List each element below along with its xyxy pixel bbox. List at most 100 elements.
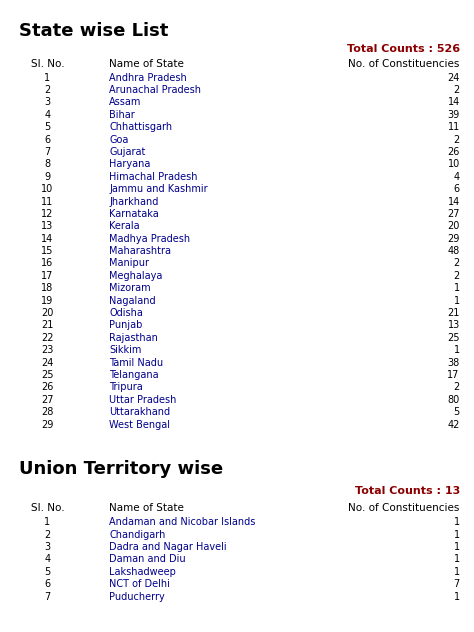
Text: Odisha: Odisha bbox=[109, 308, 143, 318]
Text: 13: 13 bbox=[41, 221, 54, 231]
Text: State wise List: State wise List bbox=[19, 22, 168, 40]
Text: 23: 23 bbox=[41, 345, 54, 355]
Text: 24: 24 bbox=[41, 358, 54, 368]
Text: Chandigarh: Chandigarh bbox=[109, 530, 165, 540]
Text: 13: 13 bbox=[447, 320, 460, 331]
Text: 28: 28 bbox=[41, 407, 54, 417]
Text: Tamil Nadu: Tamil Nadu bbox=[109, 358, 163, 368]
Text: 1: 1 bbox=[454, 592, 460, 602]
Text: 7: 7 bbox=[454, 579, 460, 589]
Text: 2: 2 bbox=[454, 258, 460, 269]
Text: Assam: Assam bbox=[109, 97, 141, 107]
Text: Gujarat: Gujarat bbox=[109, 147, 146, 157]
Text: 42: 42 bbox=[447, 420, 460, 430]
Text: 5: 5 bbox=[454, 407, 460, 417]
Text: 18: 18 bbox=[41, 283, 54, 293]
Text: Uttarakhand: Uttarakhand bbox=[109, 407, 170, 417]
Text: 6: 6 bbox=[45, 135, 50, 145]
Text: 5: 5 bbox=[44, 122, 51, 132]
Text: Punjab: Punjab bbox=[109, 320, 142, 331]
Text: 16: 16 bbox=[41, 258, 54, 269]
Text: Puducherry: Puducherry bbox=[109, 592, 165, 602]
Text: Mizoram: Mizoram bbox=[109, 283, 151, 293]
Text: 20: 20 bbox=[447, 221, 460, 231]
Text: 6: 6 bbox=[45, 579, 50, 589]
Text: 25: 25 bbox=[447, 333, 460, 343]
Text: 39: 39 bbox=[447, 110, 460, 120]
Text: 1: 1 bbox=[454, 283, 460, 293]
Text: 27: 27 bbox=[447, 209, 460, 219]
Text: 17: 17 bbox=[41, 271, 54, 281]
Text: Arunachal Pradesh: Arunachal Pradesh bbox=[109, 85, 201, 95]
Text: 11: 11 bbox=[41, 197, 54, 207]
Text: Dadra and Nagar Haveli: Dadra and Nagar Haveli bbox=[109, 542, 227, 552]
Text: 48: 48 bbox=[447, 246, 460, 256]
Text: Haryana: Haryana bbox=[109, 159, 150, 169]
Text: Tripura: Tripura bbox=[109, 382, 143, 392]
Text: 4: 4 bbox=[45, 554, 50, 564]
Text: 11: 11 bbox=[447, 122, 460, 132]
Text: Maharashtra: Maharashtra bbox=[109, 246, 171, 256]
Text: Chhattisgarh: Chhattisgarh bbox=[109, 122, 172, 132]
Text: 10: 10 bbox=[41, 184, 54, 194]
Text: Bihar: Bihar bbox=[109, 110, 135, 120]
Text: Sikkim: Sikkim bbox=[109, 345, 141, 355]
Text: 29: 29 bbox=[41, 420, 54, 430]
Text: Madhya Pradesh: Madhya Pradesh bbox=[109, 234, 190, 244]
Text: 15: 15 bbox=[41, 246, 54, 256]
Text: 2: 2 bbox=[44, 530, 51, 540]
Text: 1: 1 bbox=[45, 73, 50, 83]
Text: 22: 22 bbox=[41, 333, 54, 343]
Text: Jammu and Kashmir: Jammu and Kashmir bbox=[109, 184, 208, 194]
Text: 26: 26 bbox=[447, 147, 460, 157]
Text: 3: 3 bbox=[45, 542, 50, 552]
Text: No. of Constituencies: No. of Constituencies bbox=[348, 59, 460, 70]
Text: Meghalaya: Meghalaya bbox=[109, 271, 163, 281]
Text: 1: 1 bbox=[454, 517, 460, 527]
Text: Manipur: Manipur bbox=[109, 258, 149, 269]
Text: 1: 1 bbox=[454, 567, 460, 577]
Text: 3: 3 bbox=[45, 97, 50, 107]
Text: 20: 20 bbox=[41, 308, 54, 318]
Text: 2: 2 bbox=[454, 135, 460, 145]
Text: Total Counts : 526: Total Counts : 526 bbox=[346, 44, 460, 54]
Text: Karnataka: Karnataka bbox=[109, 209, 159, 219]
Text: 1: 1 bbox=[45, 517, 50, 527]
Text: Andaman and Nicobar Islands: Andaman and Nicobar Islands bbox=[109, 517, 255, 527]
Text: Rajasthan: Rajasthan bbox=[109, 333, 158, 343]
Text: Union Territory wise: Union Territory wise bbox=[19, 460, 223, 478]
Text: 14: 14 bbox=[447, 97, 460, 107]
Text: 27: 27 bbox=[41, 395, 54, 404]
Text: 1: 1 bbox=[454, 345, 460, 355]
Text: NCT of Delhi: NCT of Delhi bbox=[109, 579, 170, 589]
Text: Uttar Pradesh: Uttar Pradesh bbox=[109, 395, 176, 404]
Text: 2: 2 bbox=[44, 85, 51, 95]
Text: 2: 2 bbox=[454, 271, 460, 281]
Text: 4: 4 bbox=[454, 172, 460, 182]
Text: 8: 8 bbox=[45, 159, 50, 169]
Text: Name of State: Name of State bbox=[109, 503, 184, 513]
Text: 2: 2 bbox=[454, 382, 460, 392]
Text: Sl. No.: Sl. No. bbox=[31, 59, 64, 70]
Text: 7: 7 bbox=[44, 592, 51, 602]
Text: 38: 38 bbox=[447, 358, 460, 368]
Text: 19: 19 bbox=[41, 296, 54, 306]
Text: 1: 1 bbox=[454, 542, 460, 552]
Text: 21: 21 bbox=[41, 320, 54, 331]
Text: 6: 6 bbox=[454, 184, 460, 194]
Text: Total Counts : 13: Total Counts : 13 bbox=[355, 485, 460, 495]
Text: 24: 24 bbox=[447, 73, 460, 83]
Text: 26: 26 bbox=[41, 382, 54, 392]
Text: Goa: Goa bbox=[109, 135, 128, 145]
Text: No. of Constituencies: No. of Constituencies bbox=[348, 503, 460, 513]
Text: 7: 7 bbox=[44, 147, 51, 157]
Text: 2: 2 bbox=[454, 85, 460, 95]
Text: 80: 80 bbox=[447, 395, 460, 404]
Text: Himachal Pradesh: Himachal Pradesh bbox=[109, 172, 198, 182]
Text: 14: 14 bbox=[447, 197, 460, 207]
Text: 29: 29 bbox=[447, 234, 460, 244]
Text: Andhra Pradesh: Andhra Pradesh bbox=[109, 73, 187, 83]
Text: Jharkhand: Jharkhand bbox=[109, 197, 158, 207]
Text: Kerala: Kerala bbox=[109, 221, 140, 231]
Text: 17: 17 bbox=[447, 370, 460, 380]
